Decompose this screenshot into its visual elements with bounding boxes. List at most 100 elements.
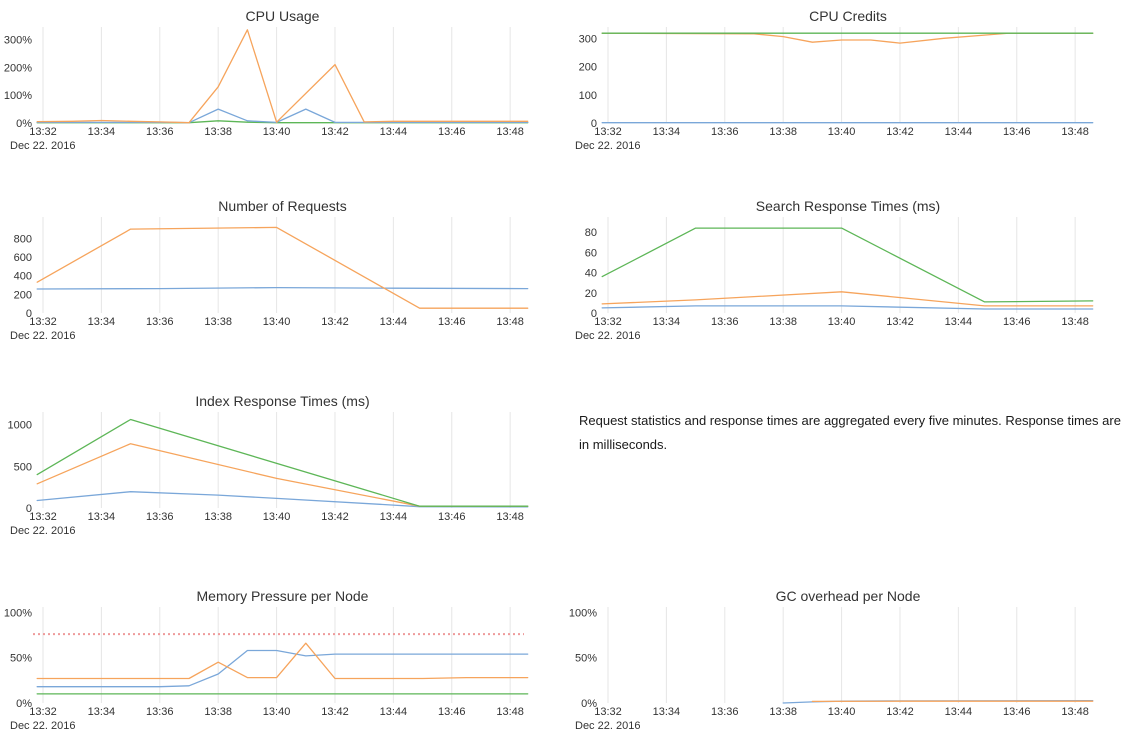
x-axis-label: 13:36 (146, 706, 174, 718)
x-axis-label: 13:34 (653, 706, 681, 718)
x-axis-label: 13:38 (204, 316, 232, 328)
index-response-times-series-blue (36, 491, 529, 508)
x-axis-label: 13:48 (1061, 316, 1089, 328)
x-axis-label: 13:38 (204, 511, 232, 523)
y-axis-label: 0% (16, 118, 32, 130)
y-axis-label: 0% (16, 698, 32, 710)
y-axis-label: 0 (591, 308, 597, 320)
x-axis-label: 13:40 (263, 706, 291, 718)
y-axis-label: 100 (579, 90, 597, 102)
gc-overhead-chart: 0% 50% 100% 13:32 13:34 13:36 13:38 13:40 13:42 1… (569, 607, 1094, 732)
x-axis-label: 13:42 (886, 126, 914, 138)
x-axis-label: 13:48 (496, 511, 524, 523)
index-response-times-series-orange (36, 443, 529, 507)
x-axis-label: 13:40 (263, 511, 291, 523)
x-axis-label: 13:38 (769, 706, 797, 718)
x-axis-label: 13:38 (204, 126, 232, 138)
y-axis-label: 80 (585, 227, 597, 239)
search-response-times-series-green (601, 227, 1094, 303)
x-axis-label: 13:32 (594, 126, 622, 138)
x-axis-label: 13:36 (711, 316, 739, 328)
y-axis-label: 60 (585, 247, 597, 259)
chart-title-gc-overhead: GC overhead per Node (775, 588, 921, 604)
search-response-times-series-blue (601, 305, 1094, 310)
chart-cell-search-response-times: Search Response Times (ms) 0 20 40 60 80 13:3… (565, 190, 1131, 385)
x-axis-label: 13:44 (380, 706, 408, 718)
x-axis-label: 13:34 (88, 316, 116, 328)
chart-title-cpu-usage: CPU Usage (245, 8, 320, 24)
search-response-times-chart: 0 20 40 60 80 13:32 13:34 13:36 13:38 13:40 13:42 1… (575, 217, 1094, 342)
x-axis-label: 13:48 (496, 706, 524, 718)
y-axis-label: 1000 (8, 420, 32, 432)
x-axis-label: 13:46 (1003, 316, 1031, 328)
y-axis-label: 100% (569, 607, 597, 619)
date-label: Dec 22. 2016 (10, 525, 75, 537)
y-axis-label: 600 (14, 252, 32, 264)
index-response-times-chart: 0 500 1000 13:32 13:34 13:36 13:38 13:40 13:42 13… (8, 412, 529, 537)
y-axis-label: 0 (591, 118, 597, 130)
y-axis-label: 100% (4, 90, 32, 102)
x-axis-label: 13:32 (594, 316, 622, 328)
y-axis-label: 20 (585, 288, 597, 300)
cpu-credits-series-orange (601, 32, 1094, 44)
x-axis-label: 13:34 (653, 316, 681, 328)
x-axis-label: 13:46 (438, 511, 466, 523)
date-label: Dec 22. 2016 (575, 720, 640, 732)
x-axis-label: 13:40 (828, 316, 856, 328)
cpu-usage-chart: 0% 100% 200% 300% 13:32 13:34 13:36 13:38 13:40 1… (4, 27, 529, 152)
chart-cell-gc-overhead: GC overhead per Node 0% 50% 100% 13:32 13:34… (565, 580, 1131, 741)
x-axis-label: 13:36 (146, 316, 174, 328)
date-label: Dec 22. 2016 (575, 140, 640, 152)
chart-title-index-response-times: Index Response Times (ms) (195, 393, 370, 409)
x-axis-label: 13:38 (769, 316, 797, 328)
date-label: Dec 22. 2016 (575, 330, 640, 342)
chart-cell-memory-pressure: Memory Pressure per Node 0% 50% 100% 13:32 1… (0, 580, 565, 741)
x-axis-label: 13:48 (496, 126, 524, 138)
date-label: Dec 22. 2016 (10, 720, 75, 732)
x-axis-label: 13:44 (945, 126, 973, 138)
x-axis-label: 13:40 (263, 316, 291, 328)
x-axis-label: 13:44 (380, 126, 408, 138)
y-axis-label: 300 (579, 33, 597, 45)
y-axis-label: 0 (26, 308, 32, 320)
y-axis-label: 400 (14, 271, 32, 283)
y-axis-label: 0 (26, 503, 32, 515)
y-axis-label: 0% (581, 698, 597, 710)
x-axis-label: 13:46 (1003, 706, 1031, 718)
chart-title-search-response-times: Search Response Times (ms) (755, 198, 941, 214)
date-label: Dec 22. 2016 (10, 140, 75, 152)
x-axis-label: 13:44 (380, 316, 408, 328)
x-axis-label: 13:46 (438, 126, 466, 138)
index-response-times-series-green (36, 418, 529, 507)
x-axis-label: 13:34 (88, 126, 116, 138)
x-axis-label: 13:40 (828, 706, 856, 718)
y-axis-label: 200 (14, 289, 32, 301)
x-axis-label: 13:48 (1061, 706, 1089, 718)
x-axis-label: 13:48 (496, 316, 524, 328)
x-axis-label: 13:34 (653, 126, 681, 138)
y-axis-label: 300% (4, 35, 32, 47)
chart-cell-index-response-times: Index Response Times (ms) 0 500 1000 13:32 1… (0, 385, 565, 580)
x-axis-label: 13:32 (29, 706, 57, 718)
x-axis-label: 13:44 (945, 316, 973, 328)
cpu-usage-series-orange (36, 29, 529, 124)
y-axis-label: 50% (575, 653, 597, 665)
x-axis-label: 13:38 (769, 126, 797, 138)
x-axis-label: 13:42 (321, 511, 349, 523)
y-axis-label: 50% (10, 653, 32, 665)
memory-pressure-chart: 0% 50% 100% 13:32 13:34 13:36 13:38 13:40 13:42 1… (4, 607, 529, 732)
chart-cell-number-of-requests: Number of Requests 0 200 400 600 800 13:32 13:… (0, 190, 565, 385)
chart-title-memory-pressure: Memory Pressure per Node (196, 588, 369, 604)
number-of-requests-chart: 0 200 400 600 800 13:32 13:34 13:36 13:38 13:40 13… (10, 217, 529, 342)
y-axis-label: 200% (4, 62, 32, 74)
x-axis-label: 13:40 (263, 126, 291, 138)
x-axis-label: 13:44 (380, 511, 408, 523)
x-axis-label: 13:32 (29, 511, 57, 523)
y-axis-label: 800 (14, 233, 32, 245)
number-of-requests-series-blue (36, 286, 529, 290)
memory-pressure-series-orange (36, 642, 529, 680)
search-response-times-series-orange (601, 291, 1094, 307)
x-axis-label: 13:32 (29, 126, 57, 138)
chart-title-number-of-requests: Number of Requests (218, 198, 347, 214)
